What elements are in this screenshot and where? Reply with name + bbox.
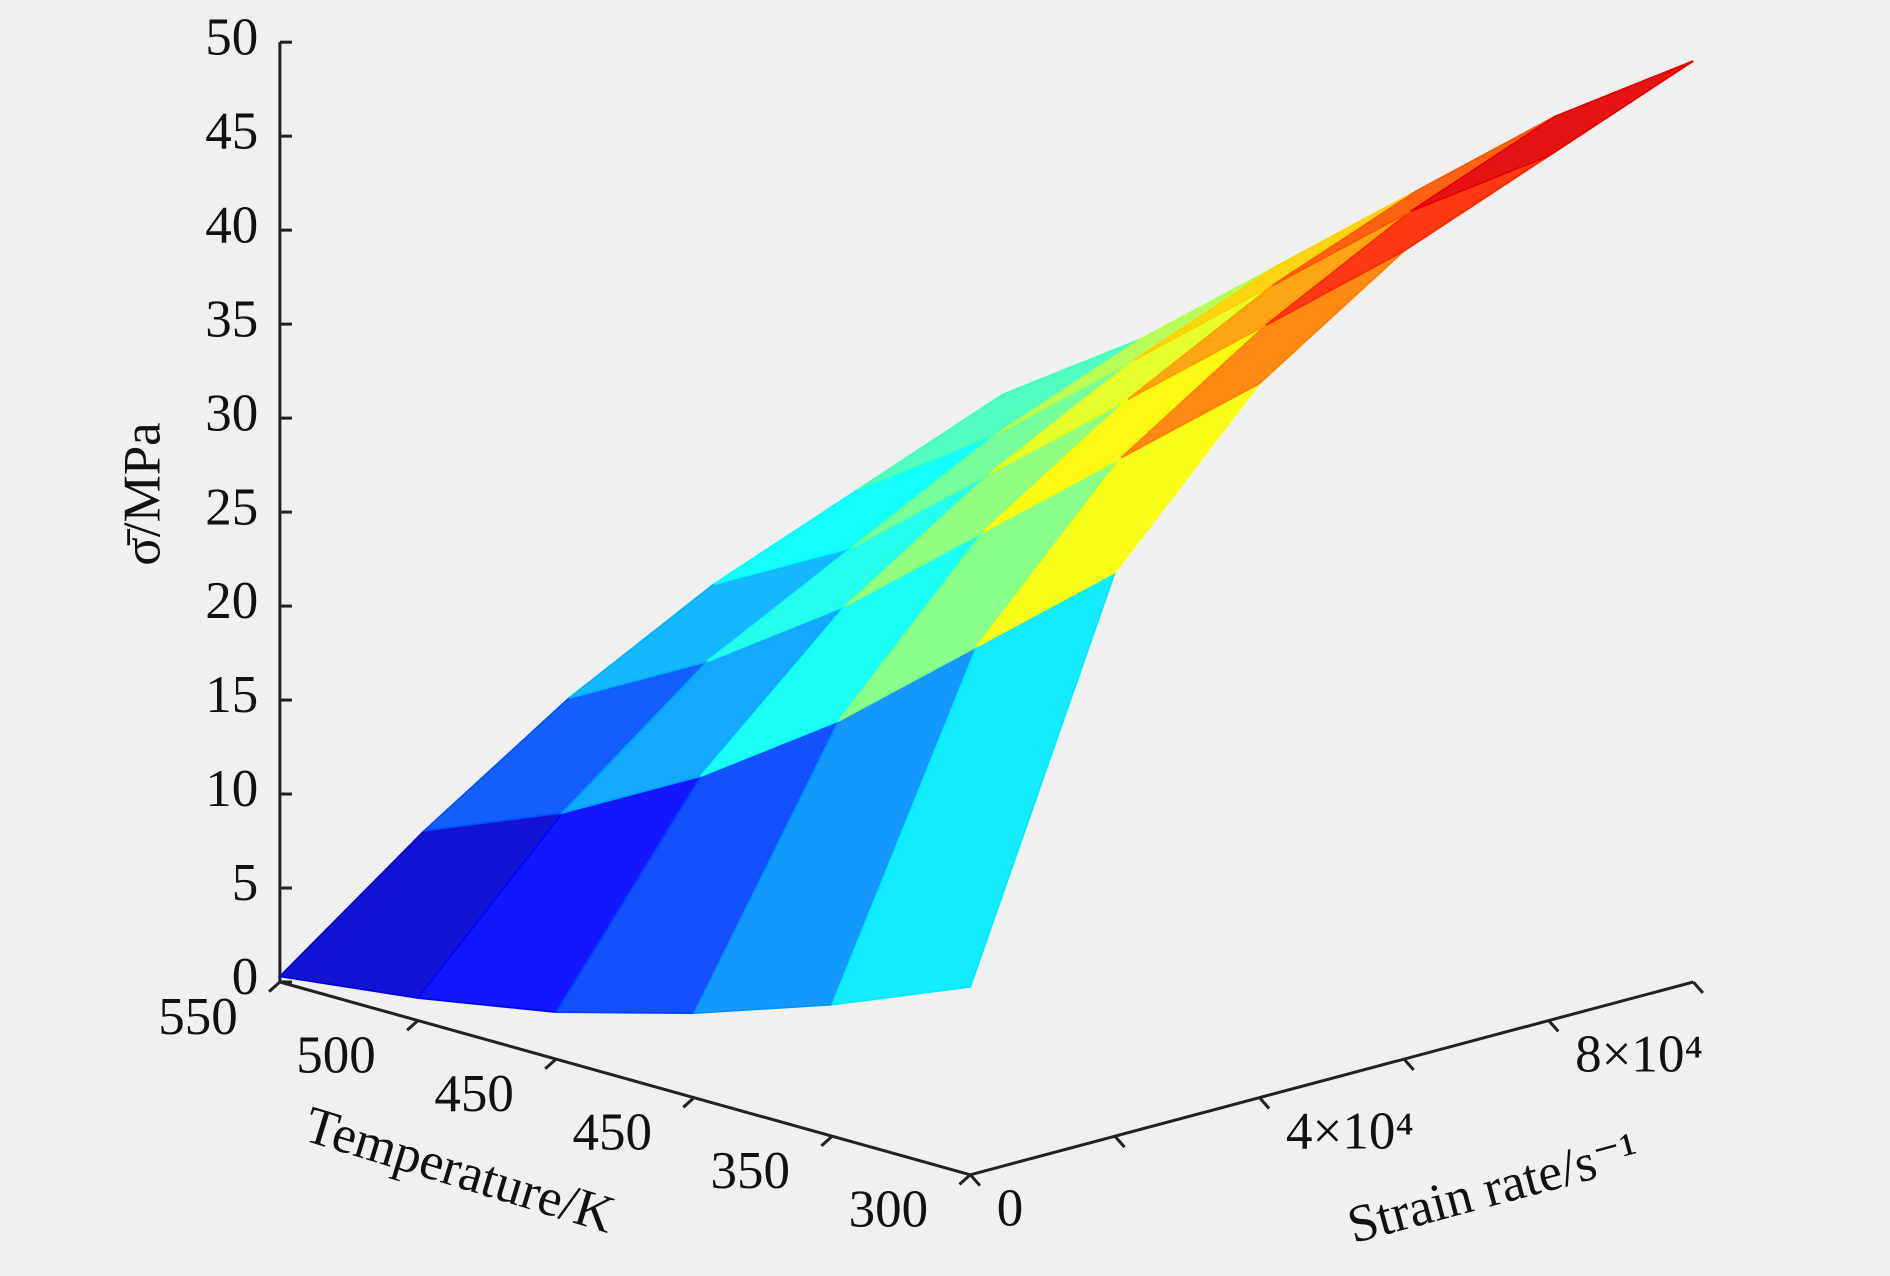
z-tick-label: 25: [205, 478, 258, 536]
x-minor-tick: [1402, 1058, 1415, 1071]
z-axis-label: σ̄/MPa: [114, 422, 172, 565]
z-tick-label: 20: [205, 572, 258, 630]
z-tick-label: 0: [232, 948, 259, 1006]
x-tick-label: 4×10⁴: [1286, 1102, 1414, 1160]
surface-cell: [1265, 155, 1550, 326]
y-tick-label: 450: [434, 1065, 513, 1123]
x-tick-label: 0: [997, 1180, 1024, 1238]
y-tick: [544, 1057, 558, 1070]
y-tick-label: 350: [711, 1142, 791, 1200]
surface-cell: [1410, 60, 1694, 213]
z-tick-label: 15: [205, 666, 258, 724]
x-tick-label: 8×10⁴: [1575, 1025, 1703, 1083]
y-tick: [820, 1135, 834, 1147]
y-tick: [682, 1096, 696, 1109]
z-tick-label: 5: [232, 854, 259, 912]
x-minor-tick: [1692, 981, 1705, 994]
x-tick: [969, 1173, 982, 1187]
surface-cell: [1271, 115, 1556, 287]
y-tick: [268, 980, 281, 993]
y-tick-label: 500: [296, 1026, 376, 1084]
x-tick: [1258, 1096, 1271, 1110]
z-tick-label: 35: [205, 290, 258, 348]
y-tick-label: 450: [572, 1104, 652, 1162]
y-tick: [958, 1173, 972, 1186]
y-tick-label: 550: [158, 988, 238, 1046]
y-tick: [406, 1019, 419, 1032]
z-tick-label: 45: [205, 102, 258, 160]
z-tick-label: 30: [205, 384, 258, 442]
y-tick-label: 300: [849, 1181, 929, 1239]
x-tick: [1547, 1019, 1560, 1033]
z-tick-label: 10: [205, 760, 258, 818]
z-tick-label: 50: [205, 8, 258, 66]
y-axis: [279, 980, 971, 1177]
x-minor-tick: [1113, 1135, 1126, 1149]
z-tick-label: 40: [205, 196, 258, 254]
x-axis: [969, 980, 1694, 1177]
